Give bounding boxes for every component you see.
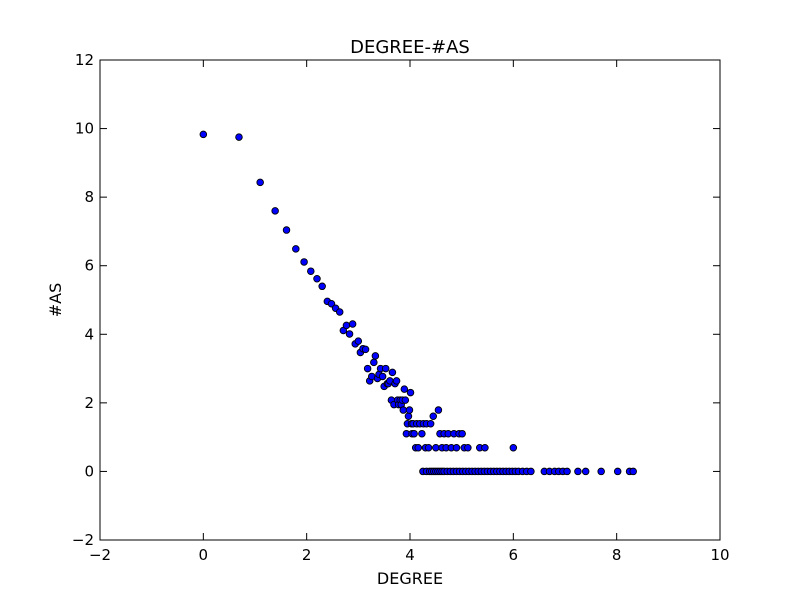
- data-point: [429, 412, 438, 420]
- data-point: [404, 412, 413, 420]
- data-point: [426, 420, 435, 428]
- data-point: [378, 372, 387, 381]
- data-point: [406, 388, 415, 397]
- data-point: [481, 444, 489, 452]
- data-point: [318, 282, 326, 291]
- data-point: [199, 130, 208, 139]
- data-point: [418, 429, 426, 438]
- data-point: [271, 207, 279, 215]
- y-tick-label: 12: [75, 51, 94, 69]
- data-point: [345, 330, 354, 338]
- y-tick-label: 6: [84, 257, 94, 275]
- y-tick-label: 8: [84, 188, 94, 206]
- data-point: [370, 358, 378, 367]
- data-point: [361, 345, 370, 354]
- data-point: [458, 429, 466, 438]
- data-points: [199, 130, 637, 476]
- data-point: [354, 337, 363, 345]
- data-point: [292, 245, 300, 253]
- data-point: [401, 396, 410, 404]
- data-point: [432, 444, 440, 452]
- y-axis: −2 0 2 4 6 8 10 12: [72, 51, 720, 549]
- data-point: [400, 385, 409, 393]
- data-point: [581, 467, 590, 476]
- data-point: [282, 226, 291, 234]
- x-tick-label: 6: [509, 546, 519, 564]
- data-point: [629, 467, 637, 476]
- data-point: [414, 444, 423, 452]
- x-tick-label: −2: [89, 546, 111, 564]
- y-tick-label: 4: [84, 325, 94, 343]
- y-tick-label: 2: [84, 394, 94, 412]
- data-point: [256, 178, 264, 187]
- y-tick-label: 0: [84, 462, 94, 480]
- data-point: [424, 444, 433, 452]
- data-point: [313, 274, 321, 283]
- chart-title: DEGREE-#AS: [350, 37, 470, 58]
- data-point: [363, 364, 372, 373]
- data-point: [410, 429, 418, 438]
- data-point: [434, 406, 443, 414]
- x-tick-label: 4: [405, 546, 415, 564]
- y-axis-label: #AS: [46, 283, 65, 318]
- data-point: [307, 267, 315, 275]
- data-point: [452, 444, 461, 452]
- data-point: [405, 406, 414, 414]
- x-axis: −2 0 2 4 6 8 10: [89, 60, 730, 564]
- data-point: [563, 467, 571, 476]
- data-point: [392, 377, 401, 385]
- y-tick-label: 10: [75, 120, 94, 138]
- data-point: [527, 467, 535, 476]
- x-tick-label: 0: [199, 546, 209, 564]
- data-point: [574, 467, 582, 476]
- data-point: [335, 308, 344, 316]
- data-point: [388, 368, 397, 377]
- data-point: [342, 321, 351, 330]
- data-point: [371, 352, 380, 360]
- x-tick-label: 8: [612, 546, 622, 564]
- data-point: [613, 467, 622, 476]
- x-tick-label: 2: [302, 546, 312, 564]
- y-tick-label: −2: [72, 531, 94, 549]
- plot-frame: [99, 59, 721, 541]
- data-point: [399, 406, 408, 414]
- x-tick-label: 10: [710, 546, 729, 564]
- data-point: [464, 444, 472, 452]
- data-point: [235, 133, 243, 141]
- data-point: [348, 320, 357, 328]
- data-point: [597, 467, 605, 476]
- x-axis-label: DEGREE: [377, 569, 443, 588]
- data-point: [509, 444, 518, 452]
- data-point: [381, 364, 390, 373]
- data-point: [300, 258, 308, 266]
